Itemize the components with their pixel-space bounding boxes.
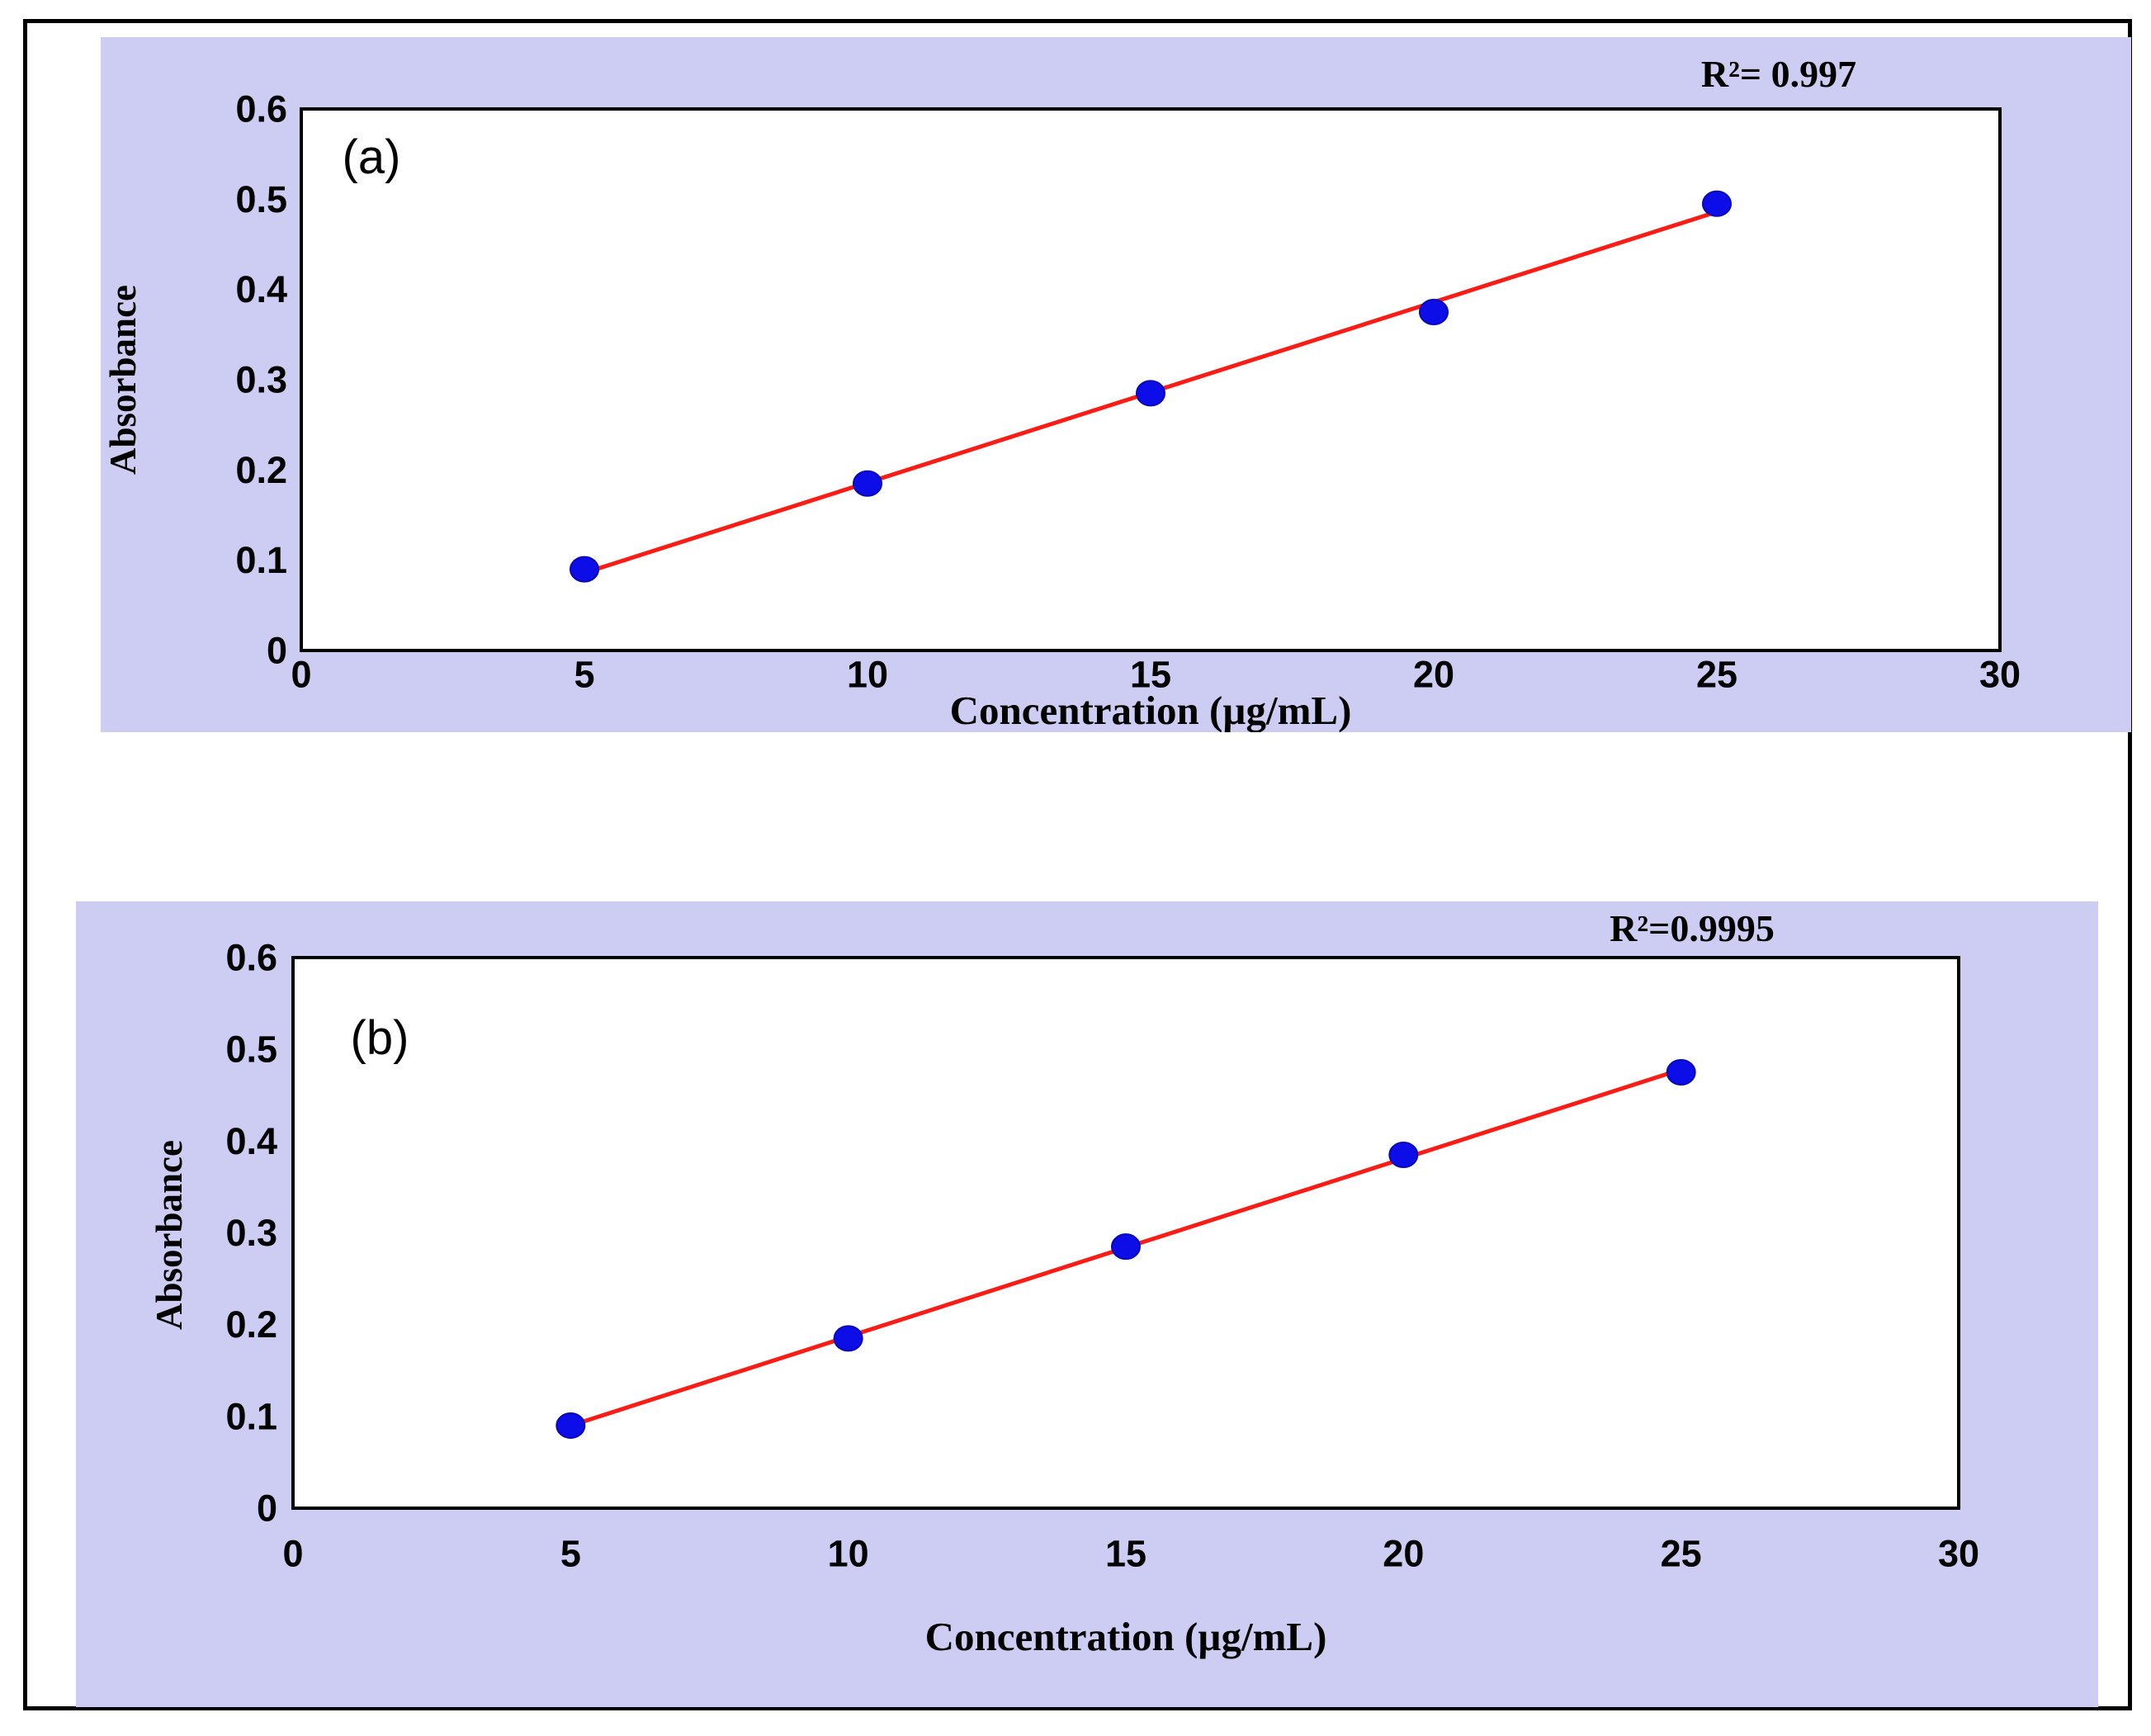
y-tick-label: 0.6 <box>225 937 277 979</box>
panel-letter-b: (b) <box>351 1011 409 1065</box>
x-tick-label: 5 <box>560 1533 581 1575</box>
data-point <box>1702 190 1732 217</box>
y-tick-label: 0.6 <box>235 88 287 130</box>
chart-b-svg: R²=0.9995 (b) Concentration (µg/mL) Abso… <box>149 907 1979 1659</box>
panel-a: R²= 0.997 (a) Concentration (µg/mL) Abso… <box>101 37 2131 732</box>
y-tick-label: 0.2 <box>225 1303 277 1346</box>
data-point <box>1388 1142 1419 1169</box>
data-point <box>570 556 599 583</box>
y-axis-title-a: Absorbance <box>102 285 144 475</box>
data-point <box>1666 1058 1696 1086</box>
chart-a-svg: R²= 0.997 (a) Concentration (µg/mL) Abso… <box>102 53 2021 732</box>
y-tick-label: 0 <box>257 1488 277 1530</box>
x-tick-label: 25 <box>1696 654 1737 696</box>
x-tick-labels-a: 0 5 10 15 20 25 30 <box>291 654 2021 696</box>
x-axis-title-b: Concentration (µg/mL) <box>925 1614 1327 1659</box>
x-tick-label: 0 <box>291 654 311 696</box>
data-point <box>853 470 882 497</box>
y-tick-label: 0.4 <box>235 268 287 310</box>
data-point <box>833 1325 863 1352</box>
series-b <box>555 1058 1696 1439</box>
y-tick-label: 0.2 <box>235 449 287 491</box>
data-point <box>555 1412 586 1439</box>
y-tick-label: 0.5 <box>235 178 287 220</box>
y-tick-labels-b: 0 0.1 0.2 0.3 0.4 0.5 0.6 <box>225 937 277 1530</box>
x-axis-title-a: Concentration (µg/mL) <box>950 688 1352 732</box>
x-tick-label: 20 <box>1413 654 1454 696</box>
x-tick-label: 20 <box>1383 1533 1424 1575</box>
y-tick-label: 0.4 <box>225 1120 277 1162</box>
x-tick-labels-b: 0 5 10 15 20 25 30 <box>282 1533 1979 1575</box>
x-tick-label: 10 <box>847 654 888 696</box>
r-squared-label-a: R²= 0.997 <box>1701 53 1856 95</box>
y-tick-label: 0.1 <box>225 1395 277 1437</box>
y-tick-label: 0.3 <box>225 1212 277 1254</box>
y-tick-label: 0 <box>267 630 287 672</box>
x-tick-label: 15 <box>1105 1533 1146 1575</box>
series-a <box>570 190 1732 583</box>
x-tick-label: 0 <box>282 1533 303 1575</box>
data-point <box>1136 380 1165 407</box>
y-tick-label: 0.1 <box>235 539 287 581</box>
panel-b: R²=0.9995 (b) Concentration (µg/mL) Abso… <box>76 901 2098 1707</box>
x-tick-label: 30 <box>1979 654 2021 696</box>
x-tick-label: 10 <box>828 1533 869 1575</box>
x-tick-label: 25 <box>1661 1533 1702 1575</box>
figure-outer-frame: R²= 0.997 (a) Concentration (µg/mL) Abso… <box>23 19 2132 1710</box>
data-point <box>1111 1233 1141 1261</box>
x-tick-label: 5 <box>574 654 594 696</box>
y-tick-label: 0.3 <box>235 359 287 401</box>
y-tick-labels-a: 0 0.1 0.2 0.3 0.4 0.5 0.6 <box>235 88 287 672</box>
data-point <box>1419 299 1449 325</box>
x-tick-label: 15 <box>1130 654 1171 696</box>
x-tick-label: 30 <box>1938 1533 1979 1575</box>
plot-area-b <box>291 956 1960 1510</box>
plot-area-a <box>300 107 2002 652</box>
y-axis-title-b: Absorbance <box>149 1140 190 1330</box>
r-squared-label-b: R²=0.9995 <box>1610 907 1775 949</box>
y-tick-label: 0.5 <box>225 1029 277 1071</box>
panel-letter-a: (a) <box>343 130 401 184</box>
